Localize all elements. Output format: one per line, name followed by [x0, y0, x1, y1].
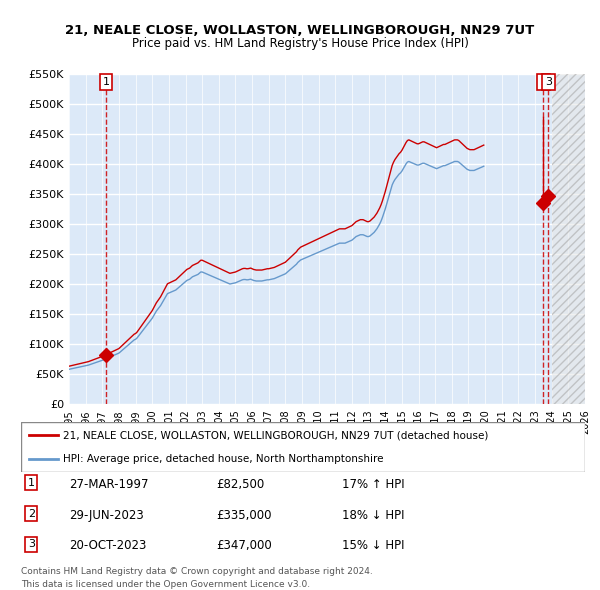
Text: 29-JUN-2023: 29-JUN-2023 [69, 509, 144, 522]
Text: 1: 1 [103, 77, 110, 87]
Text: £347,000: £347,000 [216, 539, 272, 552]
Text: 20-OCT-2023: 20-OCT-2023 [69, 539, 146, 552]
FancyBboxPatch shape [21, 422, 585, 472]
Text: This data is licensed under the Open Government Licence v3.0.: This data is licensed under the Open Gov… [21, 580, 310, 589]
Text: 3: 3 [28, 539, 35, 549]
Text: Contains HM Land Registry data © Crown copyright and database right 2024.: Contains HM Land Registry data © Crown c… [21, 567, 373, 576]
Text: Price paid vs. HM Land Registry's House Price Index (HPI): Price paid vs. HM Land Registry's House … [131, 37, 469, 50]
Text: 2: 2 [539, 77, 547, 87]
Text: 18% ↓ HPI: 18% ↓ HPI [342, 509, 404, 522]
Text: 3: 3 [545, 77, 552, 87]
Text: 27-MAR-1997: 27-MAR-1997 [69, 478, 149, 491]
Text: 17% ↑ HPI: 17% ↑ HPI [342, 478, 404, 491]
Text: HPI: Average price, detached house, North Northamptonshire: HPI: Average price, detached house, Nort… [64, 454, 384, 464]
Text: £335,000: £335,000 [216, 509, 271, 522]
Bar [552, 74, 585, 404]
Text: 15% ↓ HPI: 15% ↓ HPI [342, 539, 404, 552]
Text: £82,500: £82,500 [216, 478, 264, 491]
Text: 21, NEALE CLOSE, WOLLASTON, WELLINGBOROUGH, NN29 7UT: 21, NEALE CLOSE, WOLLASTON, WELLINGBOROU… [65, 24, 535, 37]
Text: 21, NEALE CLOSE, WOLLASTON, WELLINGBOROUGH, NN29 7UT (detached house): 21, NEALE CLOSE, WOLLASTON, WELLINGBOROU… [64, 430, 488, 440]
Text: 1: 1 [28, 478, 35, 488]
Bar [552, 74, 585, 404]
Text: 2: 2 [28, 509, 35, 519]
